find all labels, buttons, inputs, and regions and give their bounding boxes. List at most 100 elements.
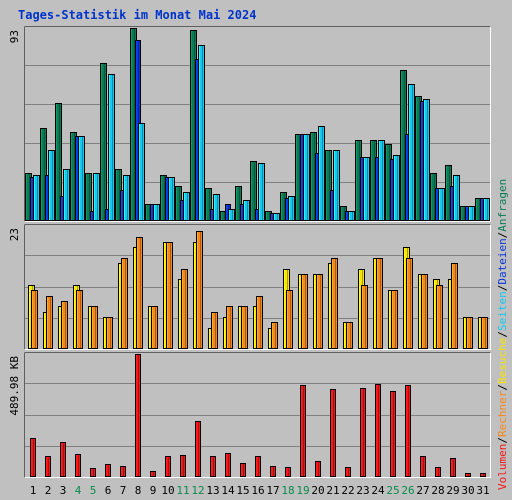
bar-highlight (211, 210, 212, 220)
x-tick-label: 14 (221, 484, 235, 497)
bar-highlight (481, 474, 482, 476)
bar (241, 306, 248, 349)
bar (390, 391, 396, 477)
bar (363, 157, 370, 221)
bar-shadow (457, 176, 458, 220)
bar-shadow (95, 307, 96, 348)
bar-highlight (89, 307, 90, 348)
panel-hits: 93 (8, 26, 491, 222)
bar-body (316, 274, 323, 349)
bar-highlight (242, 307, 243, 348)
bar-shadow (314, 133, 315, 220)
bar-shadow (440, 286, 441, 348)
bar-highlight (244, 201, 245, 220)
bar (31, 290, 38, 349)
bar-highlight (421, 457, 422, 476)
bar (288, 196, 295, 221)
bar-body (483, 198, 490, 221)
bar-highlight (184, 193, 185, 220)
bar-shadow (359, 141, 360, 220)
bar-body (235, 186, 242, 221)
bar-shadow (119, 170, 120, 220)
bar-highlight (286, 468, 287, 476)
series-volumen (30, 354, 486, 477)
bar-shadow (393, 392, 394, 476)
bar-shadow (247, 201, 248, 220)
bar (301, 274, 308, 349)
bar (213, 194, 220, 221)
bar-shadow (52, 151, 53, 220)
bar-body (421, 274, 428, 349)
bar-shadow (179, 187, 180, 220)
bar (330, 389, 336, 477)
bar-shadow (80, 291, 81, 348)
bar-shadow (153, 472, 154, 476)
x-tick-label: 16 (251, 484, 264, 497)
bar-shadow (275, 323, 276, 348)
bar (435, 467, 441, 477)
bar-shadow (215, 313, 216, 348)
bar-body (198, 45, 205, 221)
x-tick-label: 8 (135, 484, 142, 497)
bar-highlight (266, 212, 267, 220)
bar-shadow (217, 195, 218, 220)
bar-shadow (382, 141, 383, 220)
bar-highlight (176, 187, 177, 220)
bar-shadow (389, 145, 390, 220)
bar-shadow (112, 75, 113, 220)
bar (286, 290, 293, 349)
bar-body (31, 290, 38, 349)
bar (325, 150, 332, 221)
bar-highlight (181, 201, 182, 220)
bar (345, 467, 351, 477)
bar-shadow (419, 97, 420, 220)
bar-shadow (243, 464, 244, 476)
bar-shadow (198, 422, 199, 476)
bar (421, 274, 428, 349)
bar-highlight (227, 307, 228, 348)
bar-highlight (404, 248, 405, 348)
bar (210, 456, 216, 477)
bar-body (271, 322, 278, 349)
bar (273, 213, 280, 221)
bar-shadow (455, 264, 456, 348)
bar-highlight (49, 151, 50, 220)
bar-highlight (56, 104, 57, 220)
bar-highlight (151, 205, 152, 220)
bar-highlight (194, 243, 195, 348)
bar-shadow (335, 259, 336, 348)
bar-highlight (431, 174, 432, 220)
x-tick-label: 22 (341, 484, 354, 497)
bar-body (436, 285, 443, 349)
bar (76, 290, 83, 349)
bar (250, 161, 257, 221)
bar-highlight (239, 307, 240, 348)
bar-highlight (26, 174, 27, 220)
bar (453, 175, 460, 221)
bar-highlight (197, 232, 198, 348)
bar (165, 456, 171, 477)
bar-body (453, 175, 460, 221)
bar-shadow (453, 459, 454, 476)
bar-highlight (317, 275, 318, 348)
bar-highlight (376, 385, 377, 476)
bar-highlight (212, 313, 213, 348)
bar-shadow (183, 456, 184, 476)
x-tick-label: 31 (476, 484, 489, 497)
bar-highlight (391, 160, 392, 220)
bar-highlight (479, 318, 480, 348)
bar-highlight (316, 154, 317, 220)
bar-highlight (436, 468, 437, 476)
bar (303, 134, 310, 221)
x-tick-label: 2 (45, 484, 52, 497)
bar-highlight (259, 164, 260, 220)
bar-shadow (142, 124, 143, 220)
bar (316, 274, 323, 349)
bar-body (151, 306, 158, 349)
bar-body (153, 204, 160, 221)
bar-body (78, 136, 85, 221)
bar (166, 242, 173, 349)
bar-shadow (194, 31, 195, 220)
bar-body (100, 63, 107, 221)
bar-highlight (221, 212, 222, 220)
